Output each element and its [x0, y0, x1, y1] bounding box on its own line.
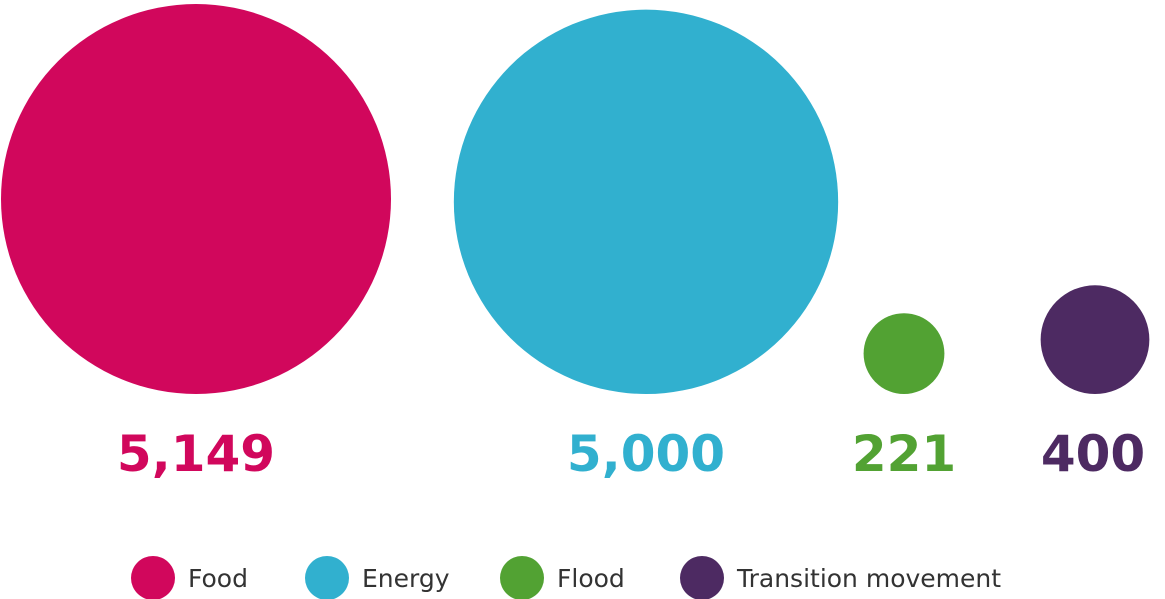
bubble-energy — [453, 9, 839, 394]
legend-item-flood: Flood — [500, 556, 625, 599]
legend-marker-flood — [500, 556, 544, 599]
value-labels-group: 5,149 5,000 221 400 — [117, 425, 1145, 483]
legend-label-flood: Flood — [557, 564, 625, 593]
value-label-flood: 221 — [852, 425, 956, 483]
legend-label-energy: Energy — [362, 564, 450, 593]
legend-item-transition-movement: Transition movement — [680, 556, 1001, 599]
legend-marker-food — [131, 556, 175, 599]
legend-marker-energy — [305, 556, 349, 599]
value-label-energy: 5,000 — [567, 425, 725, 483]
legend-marker-transition-movement — [680, 556, 724, 599]
bubble-transition-movement — [1040, 285, 1150, 394]
legend-label-transition-movement: Transition movement — [736, 564, 1001, 593]
legend: Food Energy Flood Transition movement — [131, 556, 1001, 599]
legend-label-food: Food — [188, 564, 248, 593]
value-label-transition-movement: 400 — [1041, 425, 1145, 483]
bubble-food — [1, 4, 391, 394]
bubbles-group — [1, 4, 1150, 395]
legend-item-food: Food — [131, 556, 248, 599]
legend-item-energy: Energy — [305, 556, 450, 599]
value-label-food: 5,149 — [117, 425, 275, 483]
bubble-flood — [863, 313, 945, 395]
